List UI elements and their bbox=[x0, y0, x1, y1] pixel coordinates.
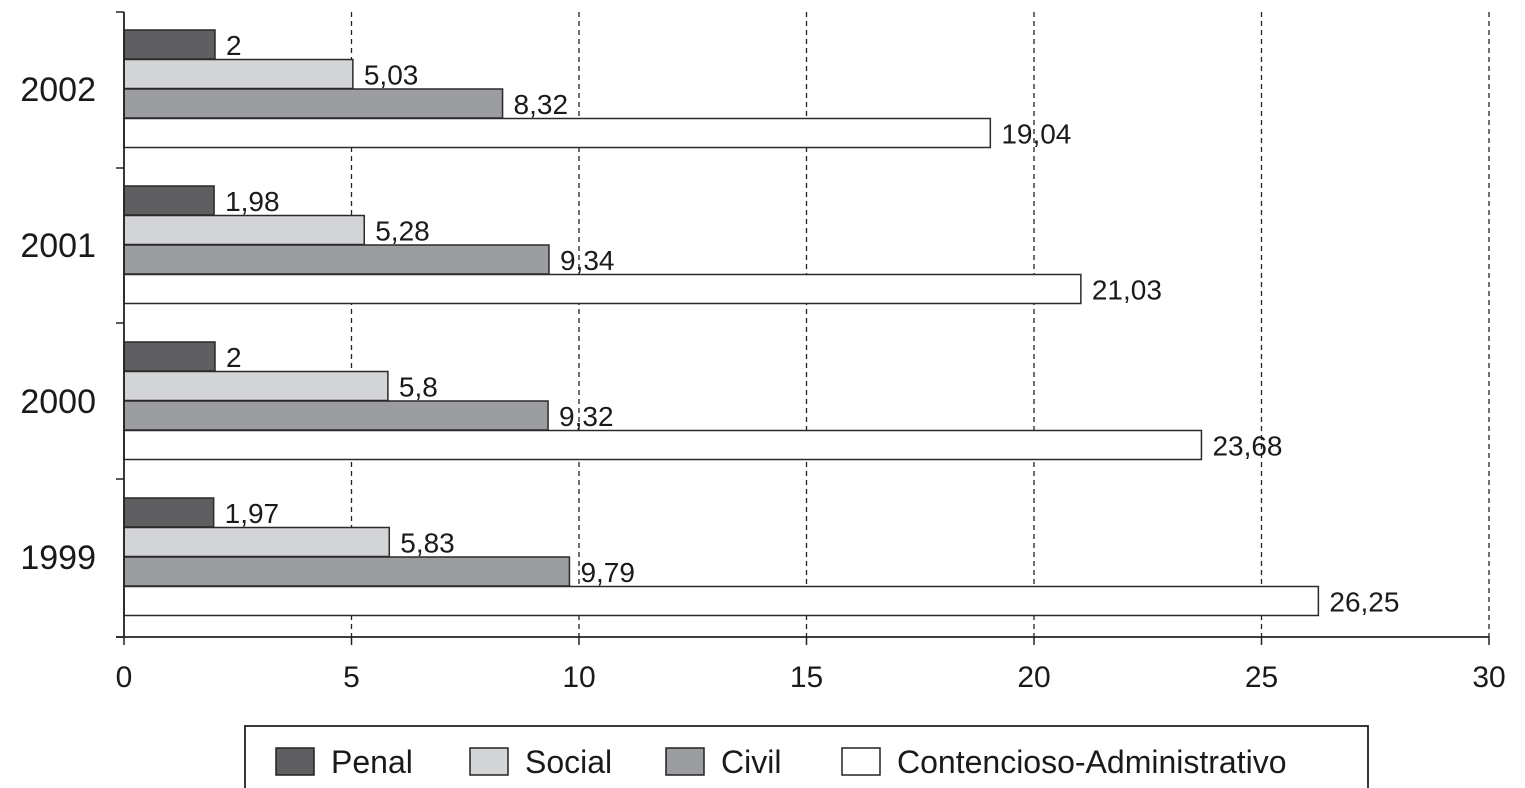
data-label: 2 bbox=[226, 342, 242, 373]
data-label: 8,32 bbox=[514, 89, 569, 120]
bar-penal-2002 bbox=[123, 29, 216, 60]
data-label: 5,28 bbox=[375, 216, 430, 247]
legend-label: Social bbox=[525, 744, 612, 780]
data-label: 9,34 bbox=[560, 245, 615, 276]
legend-label: Civil bbox=[721, 744, 781, 780]
data-label: 23,68 bbox=[1212, 431, 1282, 462]
y-category-label: 1999 bbox=[20, 539, 96, 577]
data-label: 19,04 bbox=[1001, 119, 1071, 150]
legend-label: Penal bbox=[331, 744, 413, 780]
bar-contencioso-administrativo-2001 bbox=[123, 273, 1082, 305]
bar-social-2000 bbox=[123, 370, 389, 402]
bar-social-2001 bbox=[123, 214, 365, 246]
bar-social-2002 bbox=[123, 58, 354, 90]
data-label: 5,8 bbox=[399, 372, 438, 403]
bars bbox=[123, 29, 1320, 617]
legend-swatch-penal bbox=[275, 747, 315, 776]
axes: 0 5 10 15 20 25 30 2002 2001 2000 1999 bbox=[20, 11, 1506, 694]
y-category-label: 2000 bbox=[20, 383, 96, 421]
bar-civil-1999 bbox=[123, 556, 571, 587]
x-tick-label: 30 bbox=[1472, 661, 1505, 694]
legend-swatch-contencioso-administrativo bbox=[841, 747, 881, 776]
data-labels: 2 5,03 8,32 19,04 1,98 5,28 9,34 21,03 2 5,8 9,32 2… bbox=[225, 30, 1400, 618]
data-label: 2 bbox=[226, 30, 242, 61]
data-label: 9,32 bbox=[559, 401, 614, 432]
x-tick-label: 0 bbox=[116, 661, 133, 694]
data-label: 5,03 bbox=[364, 60, 419, 91]
x-tick-label: 20 bbox=[1017, 661, 1050, 694]
y-category-label: 2002 bbox=[20, 71, 96, 109]
y-category-label: 2001 bbox=[20, 227, 96, 265]
legend-label: Contencioso-Administrativo bbox=[897, 744, 1287, 780]
x-tick-label: 5 bbox=[343, 661, 360, 694]
data-label: 26,25 bbox=[1329, 587, 1399, 618]
x-tick-label: 10 bbox=[562, 661, 595, 694]
legend-swatch-civil bbox=[665, 747, 705, 776]
legend-box bbox=[244, 725, 1369, 788]
bar-contencioso-administrativo-2002 bbox=[123, 117, 992, 149]
data-label: 9,79 bbox=[580, 557, 635, 588]
x-tick-label: 25 bbox=[1245, 661, 1278, 694]
data-label: 1,97 bbox=[225, 498, 280, 529]
bar-contencioso-administrativo-1999 bbox=[123, 585, 1320, 617]
data-label: 1,98 bbox=[225, 186, 280, 217]
bar-civil-2000 bbox=[123, 400, 549, 431]
bar-contencioso-administrativo-2000 bbox=[123, 429, 1203, 461]
bar-civil-2001 bbox=[123, 244, 550, 275]
bar-penal-2001 bbox=[123, 185, 215, 216]
bar-social-1999 bbox=[123, 526, 391, 558]
bar-penal-1999 bbox=[123, 497, 215, 528]
bar-penal-2000 bbox=[123, 341, 216, 372]
bar-civil-2002 bbox=[123, 88, 504, 119]
x-tick-label: 15 bbox=[790, 661, 823, 694]
data-label: 5,83 bbox=[400, 528, 455, 559]
data-label: 21,03 bbox=[1092, 275, 1162, 306]
legend-swatch-social bbox=[469, 747, 509, 776]
legend: Penal Social Civil Contencioso-Administrati… bbox=[244, 725, 1369, 788]
